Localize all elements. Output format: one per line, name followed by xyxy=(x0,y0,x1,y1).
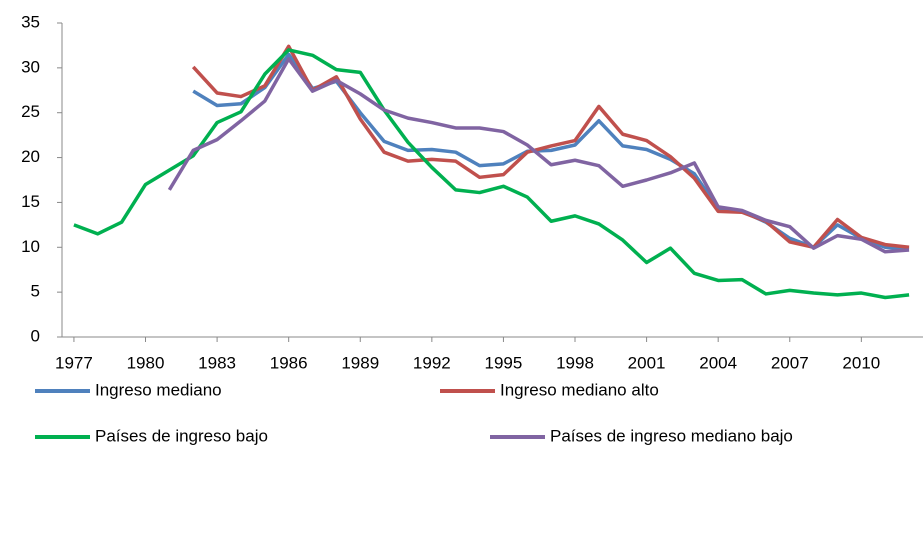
x-tick-label: 2010 xyxy=(842,353,880,372)
x-tick-label: 2004 xyxy=(699,353,737,372)
y-tick-label: 10 xyxy=(21,237,40,256)
legend-label: Ingreso mediano xyxy=(95,380,222,399)
x-tick-label: 1995 xyxy=(485,353,523,372)
y-tick-label: 20 xyxy=(21,147,40,166)
x-tick-label: 1986 xyxy=(270,353,308,372)
y-tick-label: 30 xyxy=(21,57,40,76)
x-tick-label: 1998 xyxy=(556,353,594,372)
x-tick-label: 2007 xyxy=(771,353,809,372)
y-tick-label: 15 xyxy=(21,192,40,211)
x-tick-label: 1980 xyxy=(127,353,165,372)
y-tick-label: 0 xyxy=(31,326,40,345)
y-tick-label: 25 xyxy=(21,102,40,121)
series-line xyxy=(73,48,910,300)
legend-label: Ingreso mediano alto xyxy=(500,380,659,399)
series-line xyxy=(167,57,910,254)
y-tick-label: 35 xyxy=(21,12,40,31)
x-tick-label: 1983 xyxy=(198,353,236,372)
x-tick-label: 1992 xyxy=(413,353,451,372)
x-tick-label: 2001 xyxy=(628,353,666,372)
legend-label: Países de ingreso bajo xyxy=(95,426,268,445)
legend-label: Países de ingreso mediano bajo xyxy=(550,426,793,445)
y-tick-label: 5 xyxy=(31,282,40,301)
x-tick-label: 1977 xyxy=(55,353,93,372)
x-tick-label: 1989 xyxy=(341,353,379,372)
